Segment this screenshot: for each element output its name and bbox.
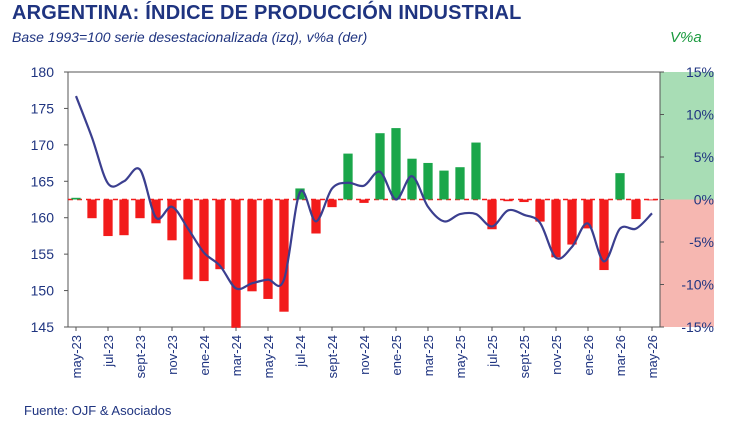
bar-dic-24 <box>375 133 385 200</box>
bar-jul-23 <box>103 199 113 237</box>
x-tick-label-nov-24: nov-24 <box>357 335 372 375</box>
bar-mar-25 <box>423 162 433 200</box>
bar-feb-25 <box>407 158 417 200</box>
bar-jun-23 <box>87 199 97 219</box>
x-tick-label-jul-23: jul-23 <box>101 335 116 368</box>
bar-may-24 <box>263 199 273 299</box>
bar-oct-23 <box>151 199 161 224</box>
left-tick-label-175: 175 <box>31 100 55 116</box>
x-tick-label-mar-26: mar-26 <box>613 335 628 376</box>
left-tick-label-170: 170 <box>31 137 55 153</box>
x-tick-label-may-26: may-26 <box>645 335 660 378</box>
x-tick-label-ene-25: ene-25 <box>389 335 404 375</box>
bar-jun-25 <box>471 142 481 200</box>
bar-nov-23 <box>167 199 177 241</box>
x-tick-label-may-23: may-23 <box>69 335 84 378</box>
bar-abr-25 <box>439 170 449 200</box>
bar-feb-24 <box>215 199 225 270</box>
x-tick-label-sept-24: sept-24 <box>325 335 340 378</box>
x-tick-label-mar-24: mar-24 <box>229 335 244 376</box>
bar-feb-26 <box>599 199 609 271</box>
chart-subtitle: Base 1993=100 serie desestacionalizada (… <box>12 29 368 45</box>
bar-dic-25 <box>567 199 577 245</box>
bar-dic-23 <box>183 199 193 280</box>
positive-zone-band <box>660 72 714 200</box>
bar-may-25 <box>455 167 465 200</box>
x-tick-label-nov-23: nov-23 <box>165 335 180 375</box>
left-tick-label-160: 160 <box>31 210 55 226</box>
left-tick-label-165: 165 <box>31 173 55 189</box>
bar-ene-25 <box>391 128 401 200</box>
bar-nov-25 <box>551 199 561 258</box>
bar-ene-24 <box>199 199 209 282</box>
chart-title: ARGENTINA: ÍNDICE DE PRODUCCIÓN INDUSTRI… <box>12 2 522 24</box>
right-tick-label-5%: 5% <box>694 149 714 165</box>
bar-ago-25 <box>503 199 513 202</box>
x-tick-label-jul-24: jul-24 <box>293 335 308 368</box>
x-tick-label-sept-23: sept-23 <box>133 335 148 378</box>
bar-nov-24 <box>359 199 369 203</box>
left-tick-label-180: 180 <box>31 64 55 80</box>
left-tick-label-155: 155 <box>31 246 55 262</box>
index-line-series <box>74 95 653 291</box>
right-tick-label--15%: -15% <box>681 319 714 335</box>
bar-ago-24 <box>311 199 321 234</box>
x-tick-label-nov-25: nov-25 <box>549 335 564 375</box>
bar-mar-24 <box>231 199 241 328</box>
right-tick-label--10%: -10% <box>681 277 714 293</box>
bar-ago-23 <box>119 199 129 236</box>
x-tick-label-may-24: may-24 <box>261 335 276 378</box>
bar-ene-26 <box>583 199 593 229</box>
bar-abr-26 <box>631 199 641 220</box>
right-tick-label--5%: -5% <box>689 234 714 250</box>
bar-abr-24 <box>247 199 257 292</box>
x-tick-label-sept-25: sept-25 <box>517 335 532 378</box>
bar-sept-23 <box>135 199 145 219</box>
right-tick-label-0%: 0% <box>694 192 714 208</box>
right-tick-label-15%: 15% <box>686 64 714 80</box>
negative-zone-band <box>660 199 714 327</box>
bar-sept-24 <box>327 199 337 208</box>
x-tick-label-ene-24: ene-24 <box>197 335 212 375</box>
x-tick-label-jul-25: jul-25 <box>485 335 500 368</box>
bar-may-23 <box>71 197 81 200</box>
right-axis-label: V%a <box>670 29 702 46</box>
bar-mar-26 <box>615 173 625 200</box>
bar-jul-25 <box>487 199 497 230</box>
left-tick-label-145: 145 <box>31 319 55 335</box>
x-tick-label-may-25: may-25 <box>453 335 468 378</box>
source-note: Fuente: OJF & Asociados <box>24 403 172 418</box>
bar-may-26 <box>647 199 657 201</box>
bar-sept-25 <box>519 199 529 203</box>
bar-oct-24 <box>343 153 353 200</box>
x-tick-label-ene-26: ene-26 <box>581 335 596 375</box>
x-tick-label-mar-25: mar-25 <box>421 335 436 376</box>
right-tick-label-10%: 10% <box>686 107 714 123</box>
left-tick-label-150: 150 <box>31 283 55 299</box>
bar-oct-25 <box>535 199 545 222</box>
bar-jun-24 <box>279 199 289 312</box>
